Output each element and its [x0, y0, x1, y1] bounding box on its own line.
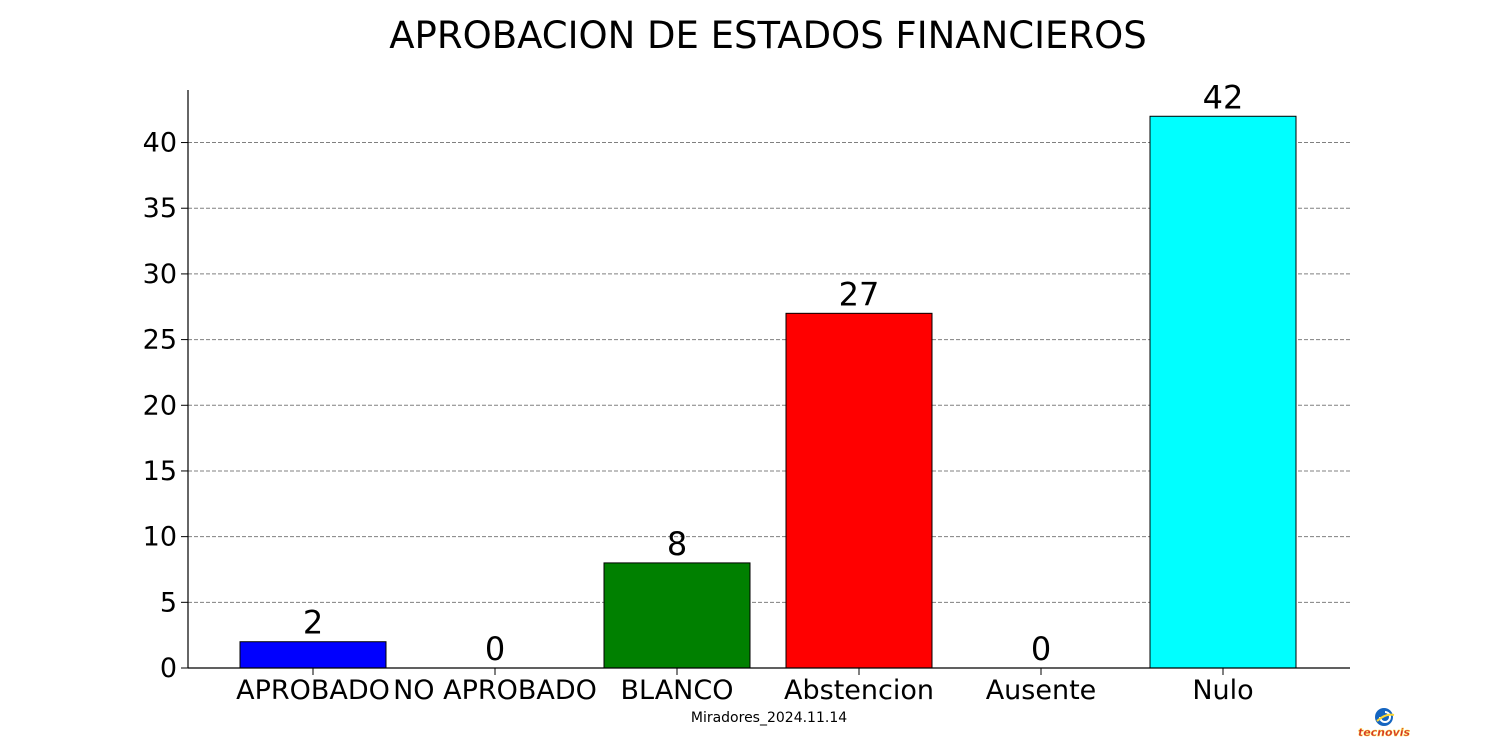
- bar-value-label: 8: [667, 525, 687, 563]
- bar-value-label: 0: [1031, 630, 1051, 668]
- x-tick-label: Nulo: [1192, 675, 1253, 706]
- bar: [239, 641, 387, 669]
- y-tick-label: 35: [143, 193, 177, 224]
- bar: [785, 312, 933, 669]
- y-tick-label: 10: [143, 522, 177, 553]
- tecnovis-globe-icon: [1375, 708, 1395, 726]
- bar: [603, 562, 751, 669]
- y-tick-label: 20: [143, 390, 177, 421]
- logo-wordmark: tecnovis: [1358, 726, 1411, 739]
- y-tick-label: 5: [160, 587, 177, 618]
- x-tick-label: Ausente: [986, 675, 1097, 706]
- bars: [239, 115, 1297, 669]
- y-tick-label: 40: [143, 128, 177, 159]
- y-tick-label: 30: [143, 259, 177, 290]
- x-tick-label: Abstencion: [784, 675, 934, 706]
- bar-value-label: 42: [1203, 78, 1244, 116]
- x-tick-label: BLANCO: [621, 675, 734, 706]
- labels: 0 5 10 15 20 25 30 35 40 2 APROBADO 0 NO APROBADO 8 BL…: [143, 78, 1254, 706]
- chart-footnote: Miradores_2024.11.14: [691, 710, 847, 726]
- axes: [181, 90, 1350, 675]
- y-tick-label: 0: [160, 653, 177, 684]
- bar-value-label: 0: [485, 630, 505, 668]
- x-tick-label: NO APROBADO: [393, 675, 597, 706]
- y-tick-label: 25: [143, 325, 177, 356]
- y-tick-label: 15: [143, 456, 177, 487]
- tecnovis-logo: tecnovis: [1358, 708, 1411, 739]
- bar-value-label: 27: [839, 275, 880, 313]
- x-tick-label: APROBADO: [236, 675, 390, 706]
- bar-value-label: 2: [303, 604, 323, 642]
- bar: [1149, 115, 1297, 669]
- chart-title: APROBACION DE ESTADOS FINANCIEROS: [389, 14, 1147, 57]
